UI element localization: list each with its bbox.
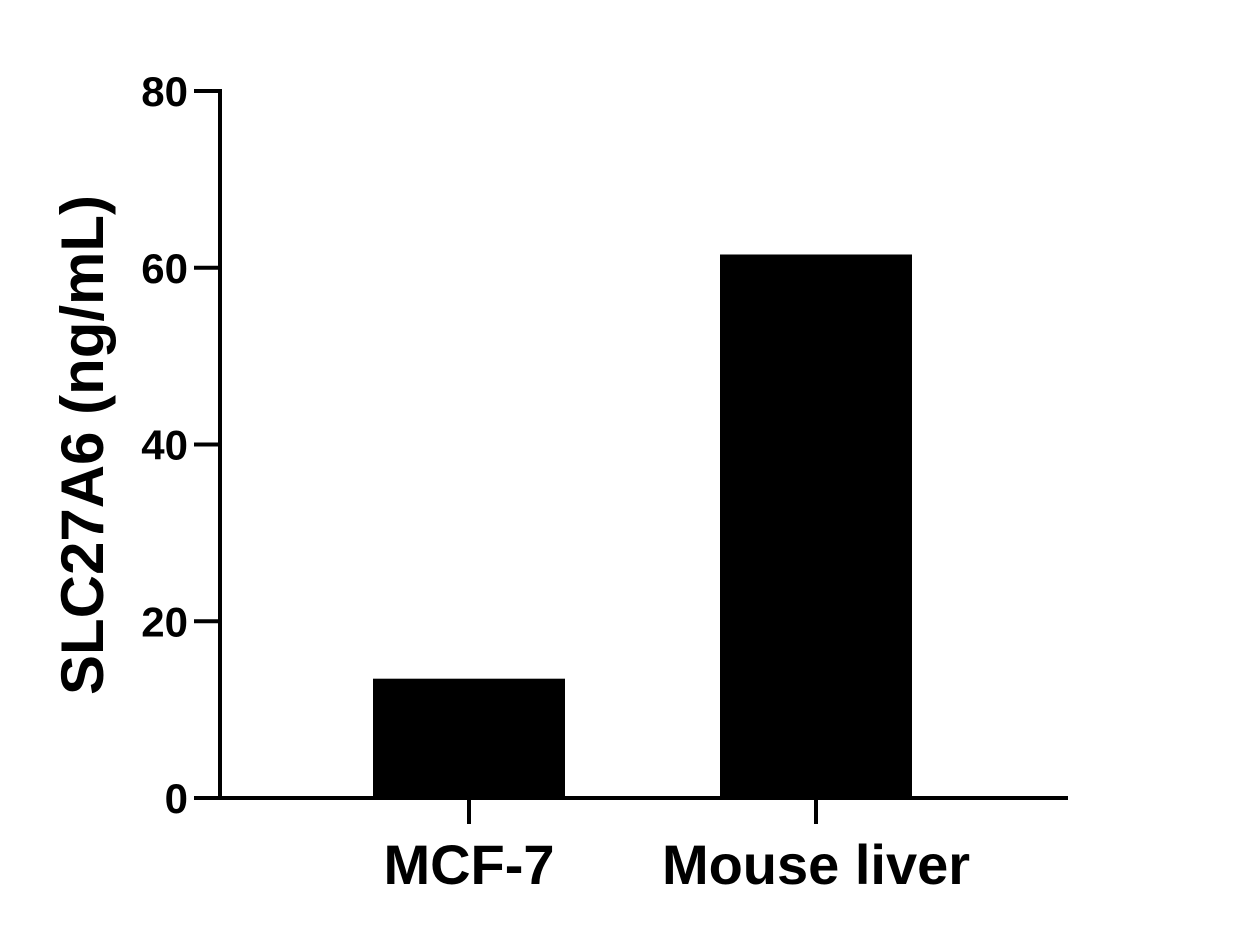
bar-mouse-liver [720,254,912,798]
bar-mcf-7 [373,678,565,798]
x-category-label: MCF-7 [383,833,554,896]
y-tick-label: 80 [141,68,188,115]
bars-group [373,254,912,798]
y-tick-label: 60 [141,245,188,292]
x-category-label: Mouse liver [662,833,970,896]
x-ticks-group: MCF-7 Mouse liver [383,798,970,896]
y-axis-title: SLC27A6 (ng/mL) [49,195,116,695]
axes-group [218,89,1068,800]
y-ticks-group: 0 20 40 60 80 [141,68,220,822]
y-tick-label: 0 [165,775,188,822]
y-tick-label: 40 [141,422,188,469]
y-tick-label: 20 [141,598,188,645]
